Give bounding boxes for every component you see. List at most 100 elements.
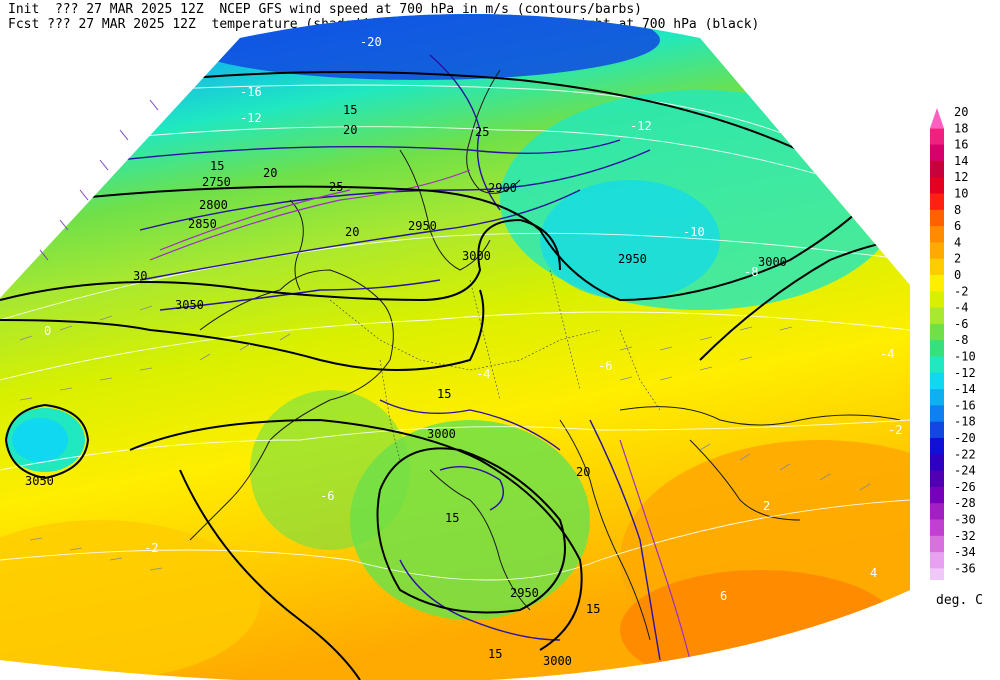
temp-label: 0: [44, 324, 51, 338]
legend-label: -14: [954, 382, 976, 396]
legend-label: -24: [954, 464, 976, 478]
height-label: 3000: [543, 654, 572, 668]
legend-swatch: [930, 503, 944, 520]
legend-swatch: [930, 356, 944, 374]
legend-label: -30: [954, 513, 976, 527]
legend-swatch: [930, 372, 944, 390]
legend-label: -34: [954, 545, 976, 559]
legend-label: -18: [954, 415, 976, 429]
height-label: 2950: [408, 219, 437, 233]
legend-label: 10: [954, 187, 968, 201]
wind-label: 15: [445, 511, 459, 525]
cold-core-northeast: [540, 180, 720, 300]
legend-swatch: [930, 552, 944, 569]
legend-swatch: [930, 242, 944, 260]
wind-label: 15: [437, 387, 451, 401]
legend-label: -20: [954, 431, 976, 445]
init-time: Init ??? 27 MAR 2025 12Z: [8, 2, 204, 17]
temp-label: -6: [598, 359, 612, 373]
legend-label: -12: [954, 366, 976, 380]
temp-label: -16: [240, 85, 262, 99]
legend-swatch: [930, 486, 944, 504]
wind-label: 15: [488, 647, 502, 661]
header-title-wind: NCEP GFS wind speed at 700 hPa in m/s (c…: [219, 2, 642, 17]
height-label: 2950: [510, 586, 539, 600]
height-label: 3050: [25, 474, 54, 488]
wind-label: 25: [475, 125, 489, 139]
forecast-time: Fcst ??? 27 MAR 2025 12Z: [8, 17, 196, 32]
legend-swatch: [930, 258, 944, 276]
height-label: 2850: [188, 217, 217, 231]
wind-label: 20: [263, 166, 277, 180]
legend-swatch: [930, 193, 944, 211]
legend-label: -36: [954, 561, 976, 575]
wind-barbs: [19, 305, 871, 571]
temp-label: -12: [630, 119, 652, 133]
legend-swatch: [930, 438, 944, 455]
height-label: 2750: [202, 175, 231, 189]
legend-label: 2: [954, 252, 961, 266]
height-label: 3000: [427, 427, 456, 441]
wind-label: 20: [343, 123, 357, 137]
height-label: 2800: [199, 198, 228, 212]
wind-label: 15: [586, 602, 600, 616]
legend-swatch: [930, 226, 944, 243]
wind-label: 15: [210, 159, 224, 173]
legend-label: 14: [954, 154, 968, 168]
wind-label: 30: [133, 269, 147, 283]
height-label: 3050: [175, 298, 204, 312]
legend-unit: deg. C: [936, 593, 983, 608]
legend-label: 4: [954, 235, 961, 249]
legend-swatch: [930, 535, 944, 553]
legend-swatch: [930, 323, 944, 341]
height-contours: [0, 71, 910, 680]
country-borders: [329, 269, 661, 461]
legend-swatch: [930, 389, 944, 406]
temp-label: 2: [763, 499, 770, 513]
legend-label: 16: [954, 138, 968, 152]
legend-label: -8: [954, 333, 968, 347]
legend-swatch: [930, 340, 944, 357]
temp-label: -2: [888, 423, 902, 437]
wind-label: 15: [343, 103, 357, 117]
temp-label: -8: [744, 265, 758, 279]
temperature-legend: 20181614121086420-2-4-6-8-10-12-14-16-18…: [930, 105, 976, 580]
isotherms: [0, 84, 910, 581]
legend-label: -32: [954, 529, 976, 543]
warm-region-southwest: [0, 520, 260, 680]
height-label: 3000: [758, 255, 787, 269]
legend-swatch: [930, 275, 944, 292]
legend-swatch: [930, 108, 944, 129]
cold-region-north: [180, 14, 660, 80]
legend-label: -28: [954, 496, 976, 510]
temp-label: -12: [240, 111, 262, 125]
temp-label: -4: [880, 347, 894, 361]
legend-swatch: [930, 454, 944, 472]
temp-label: -6: [320, 489, 334, 503]
legend-swatch: [930, 209, 944, 227]
legend-swatch: [930, 519, 944, 537]
legend-label: -22: [954, 447, 976, 461]
legend-label: 0: [954, 268, 961, 282]
height-labels: 2900 2950 2950 2950 3000 3000 3000 3000 …: [25, 175, 787, 668]
wind-contours: [119, 54, 661, 661]
temp-label: -2: [144, 541, 158, 555]
temp-label: 4: [870, 566, 877, 580]
legend-label: 18: [954, 121, 968, 135]
temp-label: -20: [360, 35, 382, 49]
temp-label: 6: [720, 589, 727, 603]
map-header: Init ??? 27 MAR 2025 12Z NCEP GFS wind s…: [8, 2, 759, 32]
legend-swatch: [930, 160, 944, 178]
coastlines: [189, 69, 901, 641]
legend-label: 8: [954, 203, 961, 217]
temp-label: -4: [476, 367, 490, 381]
legend-label: -10: [954, 350, 976, 364]
legend-label: 6: [954, 219, 961, 233]
edge-barbs: [39, 99, 159, 261]
legend-swatch: [930, 421, 944, 439]
jet-core-contours: [149, 169, 691, 661]
weather-map: 2900 2950 2950 2950 3000 3000 3000 3000 …: [0, 14, 910, 680]
cool-region-west: [250, 390, 410, 550]
legend-label: -16: [954, 398, 976, 412]
legend-swatch: [930, 291, 944, 309]
